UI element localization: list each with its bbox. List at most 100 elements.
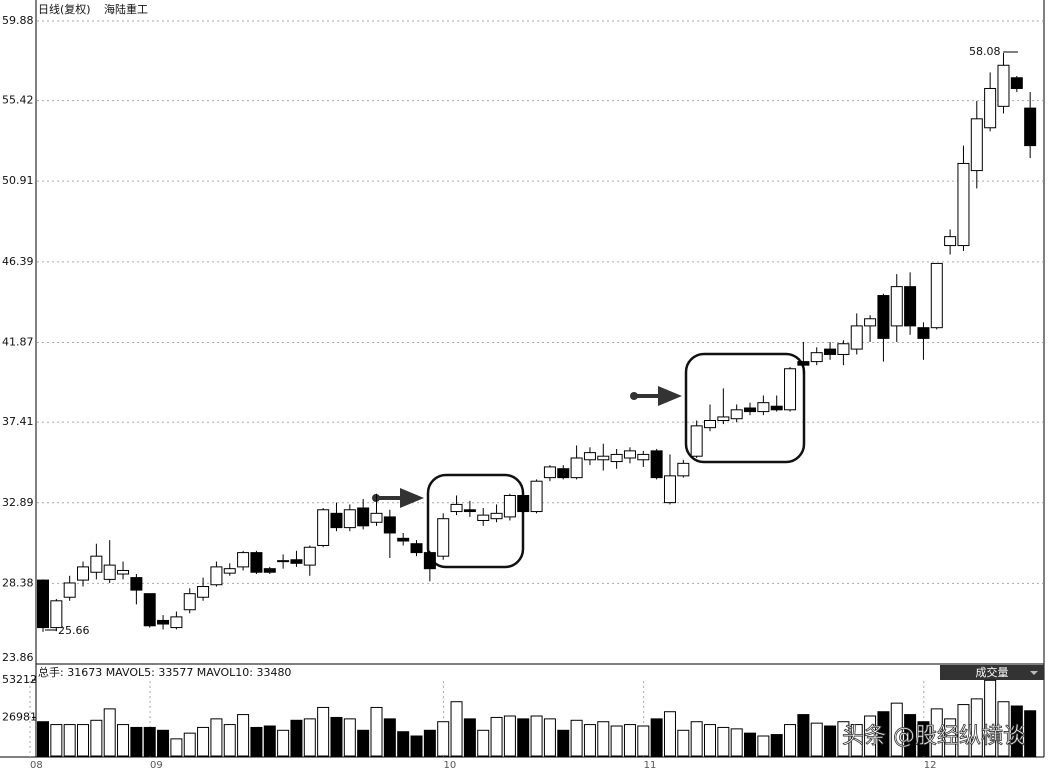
stock-name: 海陆重工	[104, 2, 148, 16]
candle-body	[797, 361, 810, 366]
volume-bar	[237, 714, 250, 757]
y-tick-label: 32.89	[2, 496, 34, 509]
candle-body	[637, 453, 650, 461]
candle-body	[557, 468, 570, 479]
y-tick-label: 50.91	[2, 174, 34, 187]
candle-body	[877, 295, 890, 339]
candle-body	[250, 552, 263, 573]
candle-body	[717, 416, 730, 422]
volume-bar	[543, 718, 556, 757]
volume-bar	[503, 715, 516, 757]
candle-body	[650, 450, 663, 479]
arrow	[630, 386, 682, 406]
volume-bar	[677, 729, 690, 757]
volume-bar	[957, 704, 970, 757]
candle-body	[503, 494, 516, 518]
y-tick-label: 23.86	[2, 651, 34, 664]
candle-body	[263, 568, 276, 573]
volume-bar	[623, 724, 636, 757]
dropdown-icon[interactable]	[1030, 671, 1038, 675]
x-tick-label: 12	[924, 760, 937, 771]
candle-body	[317, 509, 330, 546]
volume-bar	[944, 718, 957, 757]
volume-bar	[63, 724, 76, 757]
volume-bar	[890, 702, 903, 757]
candle-body	[63, 582, 76, 598]
volume-bar	[770, 734, 783, 757]
candle-body	[210, 566, 223, 586]
candle-body	[143, 593, 156, 627]
candle-body	[744, 407, 757, 413]
candle-body	[970, 118, 983, 172]
volume-bar	[717, 726, 730, 757]
volume-bar	[930, 708, 943, 757]
volume-bar	[490, 716, 503, 757]
candle-body	[77, 566, 90, 581]
candle-body	[850, 325, 863, 350]
candle-body	[170, 616, 183, 629]
volume-button-label[interactable]: 成交量	[976, 665, 1009, 679]
candle-body	[530, 480, 543, 513]
volume-bar	[810, 722, 823, 757]
candle-body	[890, 286, 903, 327]
volume-bar	[850, 724, 863, 757]
volume-bar	[784, 724, 797, 757]
volume-bar	[423, 729, 436, 757]
y-tick-label: 28.38	[2, 576, 34, 589]
candle-body	[810, 352, 823, 363]
candle-body	[784, 368, 797, 411]
candle-body	[1024, 107, 1037, 147]
volume-header: 总手: 31673 MAVOL5: 33577 MAVOL10: 33480	[38, 665, 291, 679]
candle-body	[130, 577, 143, 591]
volume-bar	[143, 726, 156, 757]
volume-bar	[290, 719, 303, 757]
candle-body	[437, 518, 450, 557]
highlight-box	[426, 473, 525, 569]
candle-body	[157, 619, 170, 625]
volume-bar	[557, 729, 570, 757]
candle-body	[330, 512, 343, 529]
volume-bar	[250, 726, 263, 757]
volume-bar	[597, 721, 610, 757]
candle-body	[277, 560, 290, 563]
volume-bar	[904, 714, 917, 757]
candle-body	[704, 420, 716, 429]
volume-bar	[1010, 705, 1023, 757]
candle-body	[117, 569, 130, 575]
candle-body	[663, 475, 676, 504]
volume-bar	[997, 701, 1010, 757]
chart-title: 日线(复权)	[38, 2, 91, 16]
candle-body	[343, 509, 356, 529]
volume-bar	[77, 724, 90, 757]
candle-body	[103, 564, 116, 580]
volume-bar	[984, 679, 997, 757]
candle-body	[410, 543, 423, 554]
candle-body	[543, 466, 556, 479]
candle-body	[690, 425, 703, 457]
candle-body	[357, 507, 370, 527]
y-tick-label: 41.87	[2, 336, 34, 349]
candle-body	[824, 348, 837, 355]
candle-body	[677, 462, 690, 477]
volume-bar	[397, 731, 410, 757]
volume-bar	[37, 721, 49, 757]
arrow	[372, 488, 424, 508]
candle-body	[197, 586, 210, 598]
volume-bar	[157, 729, 170, 757]
candle-body	[397, 537, 410, 542]
volume-bar	[650, 718, 663, 757]
volume-bar	[877, 711, 890, 757]
volume-bar	[117, 724, 130, 757]
candle-body	[517, 494, 530, 513]
volume-bar	[277, 729, 290, 757]
volume-bar	[663, 711, 676, 757]
volume-bar	[970, 698, 983, 757]
volume-bar	[757, 735, 770, 757]
volume-bar	[263, 725, 276, 757]
candle-body	[997, 64, 1010, 107]
volume-button[interactable]	[940, 665, 1044, 680]
candle-body	[957, 162, 970, 247]
candle-body	[477, 514, 490, 521]
candle-body	[423, 552, 436, 570]
candle-body	[490, 512, 503, 520]
